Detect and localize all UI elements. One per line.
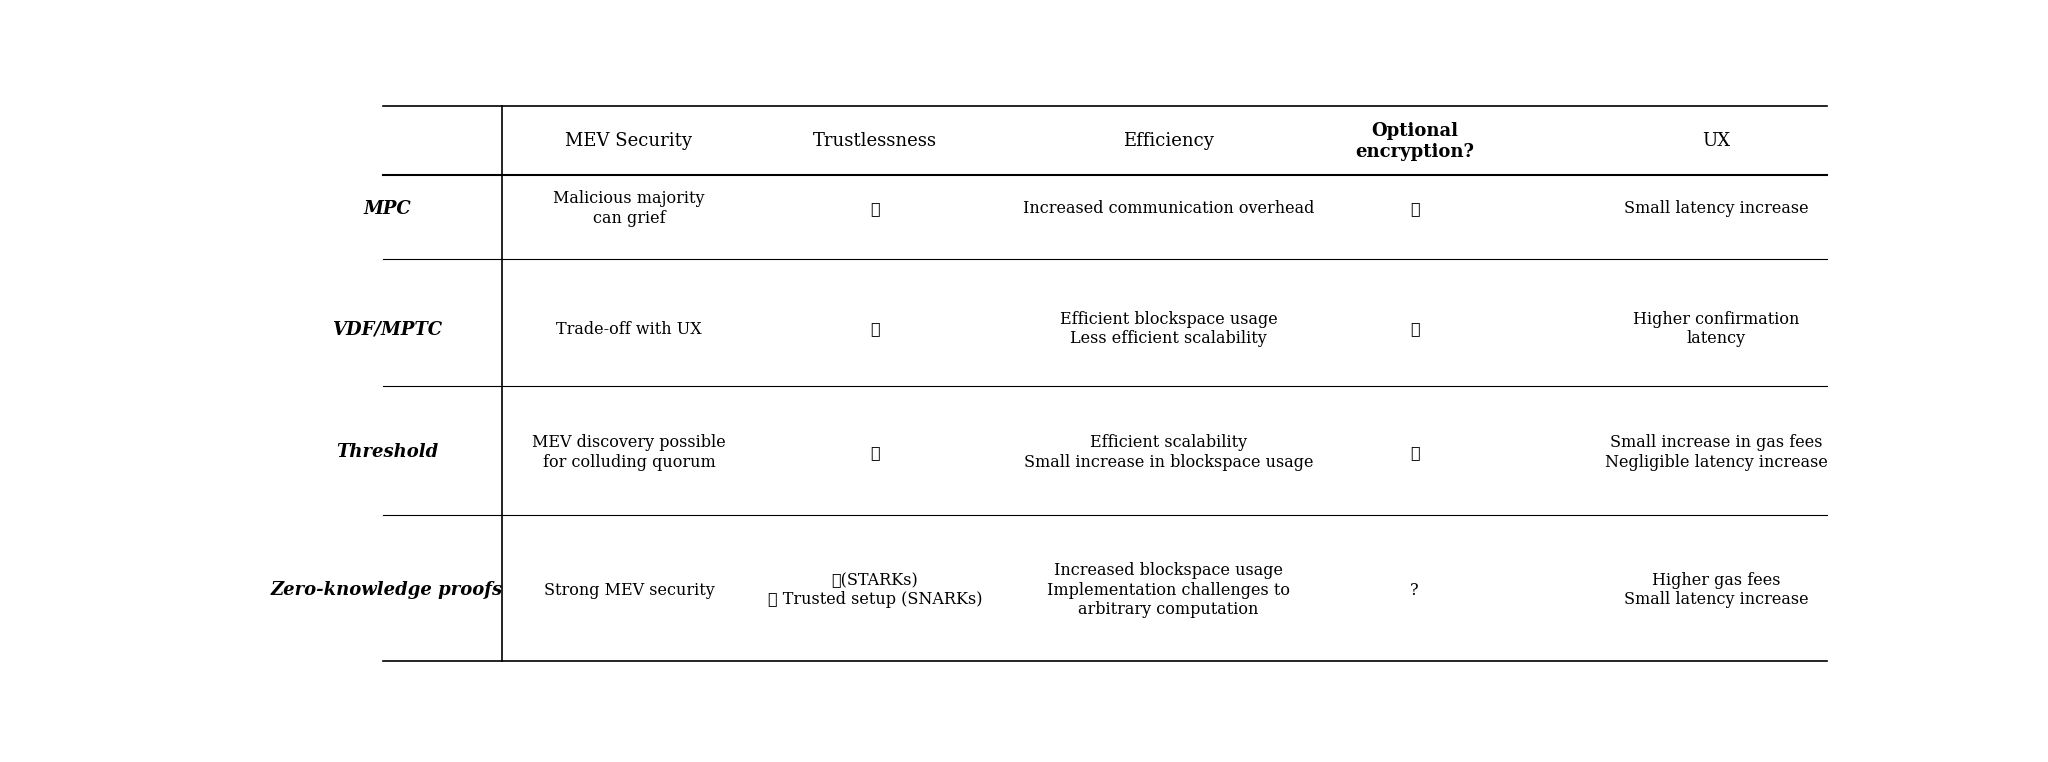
Text: Malicious majority
can grief: Malicious majority can grief <box>553 190 705 227</box>
Text: UX: UX <box>1702 133 1731 150</box>
Text: Higher confirmation
latency: Higher confirmation latency <box>1632 311 1800 347</box>
Text: Trade-off with UX: Trade-off with UX <box>557 321 702 338</box>
Text: Increased communication overhead: Increased communication overhead <box>1022 200 1315 217</box>
Text: Zero-knowledge proofs: Zero-knowledge proofs <box>270 581 504 599</box>
Text: ✓: ✓ <box>870 443 881 461</box>
Text: Small latency increase: Small latency increase <box>1624 200 1808 217</box>
Text: ✓: ✓ <box>1409 200 1419 217</box>
Text: MEV discovery possible
for colluding quorum: MEV discovery possible for colluding quo… <box>532 434 725 471</box>
Text: ✓: ✓ <box>870 200 881 217</box>
Text: Threshold: Threshold <box>336 443 438 461</box>
Text: MEV Security: MEV Security <box>565 133 692 150</box>
Text: Efficient scalability
Small increase in blockspace usage: Efficient scalability Small increase in … <box>1024 434 1313 471</box>
Text: Strong MEV security: Strong MEV security <box>543 581 715 599</box>
Text: VDF/MPTC: VDF/MPTC <box>332 320 442 338</box>
Text: MPC: MPC <box>362 200 412 218</box>
Text: Trustlessness: Trustlessness <box>813 133 938 150</box>
Text: ✓(STARKs)
✗ Trusted setup (SNARKs): ✓(STARKs) ✗ Trusted setup (SNARKs) <box>768 572 983 609</box>
Text: ✓: ✓ <box>870 321 881 338</box>
Text: Efficiency: Efficiency <box>1122 133 1214 150</box>
Text: Small increase in gas fees
Negligible latency increase: Small increase in gas fees Negligible la… <box>1606 434 1827 471</box>
Text: Higher gas fees
Small latency increase: Higher gas fees Small latency increase <box>1624 572 1808 609</box>
Text: Optional
encryption?: Optional encryption? <box>1356 122 1475 161</box>
Text: ?: ? <box>1411 581 1419 599</box>
Text: Efficient blockspace usage
Less efficient scalability: Efficient blockspace usage Less efficien… <box>1059 311 1278 347</box>
Text: ✗: ✗ <box>1409 321 1419 338</box>
Text: ✓: ✓ <box>1409 443 1419 461</box>
Text: Increased blockspace usage
Implementation challenges to
arbitrary computation: Increased blockspace usage Implementatio… <box>1047 562 1290 618</box>
